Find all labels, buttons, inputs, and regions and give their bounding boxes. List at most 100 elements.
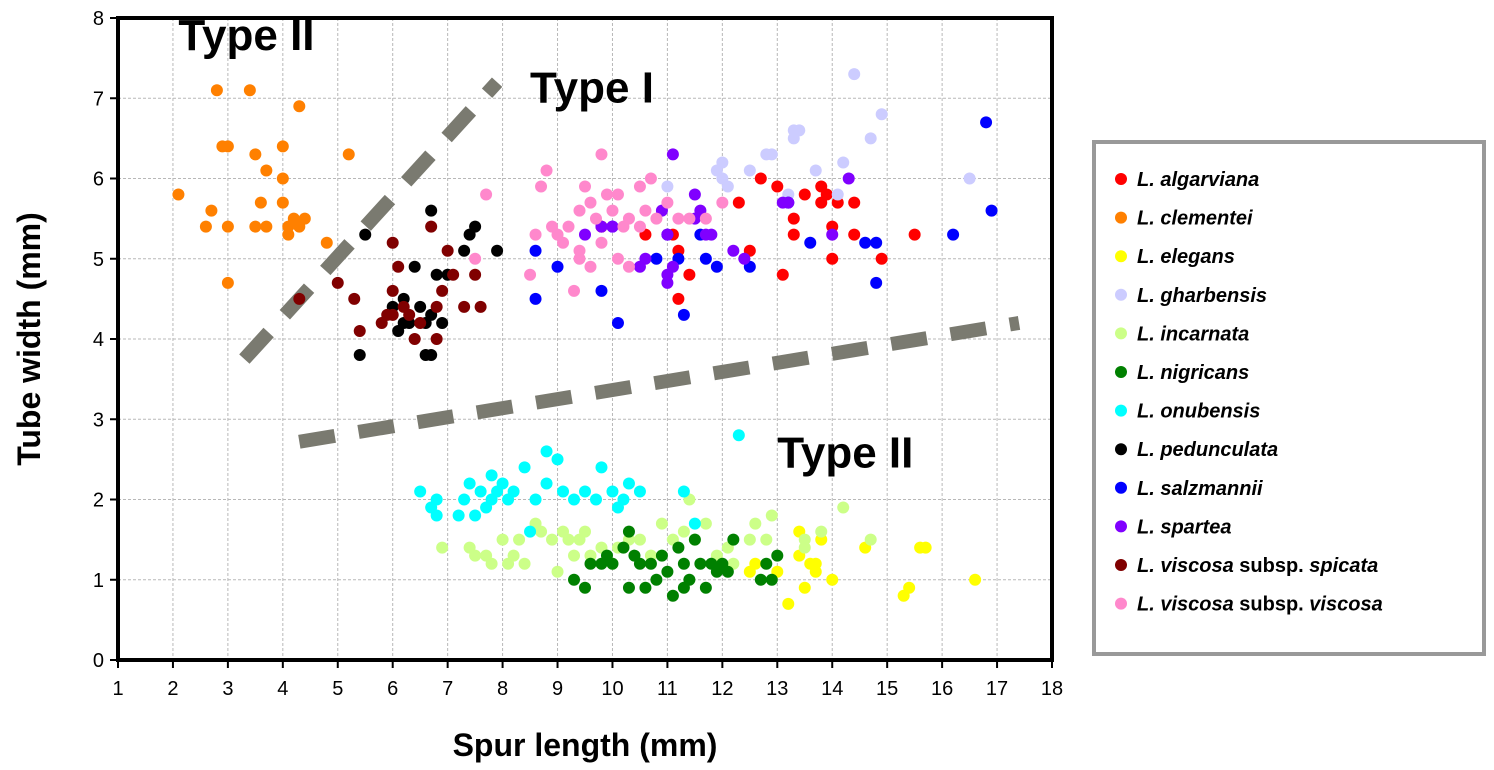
data-point: [661, 180, 674, 193]
x-tick-label: 1: [112, 678, 123, 700]
data-point: [826, 573, 839, 586]
data-point: [831, 188, 844, 201]
data-point: [749, 517, 762, 530]
data-point: [655, 549, 668, 562]
legend-label: L. pedunculata: [1137, 439, 1278, 461]
data-point: [622, 525, 635, 538]
data-point: [633, 557, 646, 570]
legend-marker: [1115, 404, 1127, 417]
data-point: [386, 236, 399, 249]
data-point: [754, 573, 767, 586]
data-point: [710, 260, 723, 273]
x-tick-label: 3: [222, 678, 233, 700]
data-point: [496, 533, 509, 546]
data-point: [469, 509, 482, 522]
data-point: [848, 68, 861, 81]
legend-label: L. clementei: [1137, 208, 1253, 230]
legend-marker: [1115, 481, 1127, 494]
legend-label-part: L. incarnata: [1137, 323, 1249, 345]
y-axis-ticks: 0 1 2 3 4 5 6 7 8: [93, 8, 118, 672]
y-axis-title: Tube width (mm): [11, 212, 47, 466]
data-point: [677, 308, 690, 321]
data-point: [535, 180, 548, 193]
data-point: [573, 204, 586, 217]
data-point: [721, 565, 734, 578]
x-tick-label: 10: [601, 678, 623, 700]
legend-marker: [1115, 366, 1127, 378]
legend-marker: [1115, 288, 1127, 301]
data-point: [458, 300, 471, 313]
legend-marker: [1115, 173, 1127, 185]
data-point: [963, 172, 976, 185]
data-point: [353, 349, 366, 362]
legend-label: L. incarnata: [1137, 323, 1249, 345]
data-point: [221, 220, 234, 233]
data-point: [826, 252, 839, 265]
series-1: [172, 84, 355, 289]
data-point: [903, 581, 916, 594]
data-point: [606, 557, 619, 570]
data-point: [276, 172, 289, 185]
data-point: [809, 557, 822, 570]
y-tick-label: 2: [93, 490, 104, 512]
data-point: [864, 533, 877, 546]
legend-marker: [1115, 559, 1127, 571]
data-point: [749, 557, 762, 570]
data-point: [298, 212, 311, 225]
data-point: [837, 501, 850, 514]
data-point: [793, 124, 806, 137]
data-point: [469, 549, 482, 562]
x-tick-label: 2: [167, 678, 178, 700]
legend-label: L. onubensis: [1137, 401, 1260, 423]
data-point: [276, 196, 289, 209]
legend-label: L. viscosa subsp. viscosa: [1137, 594, 1383, 616]
data-point: [908, 228, 921, 241]
data-point: [683, 268, 696, 281]
x-tick-label: 18: [1041, 678, 1063, 700]
data-point: [595, 236, 608, 249]
data-point: [985, 204, 998, 217]
data-point: [260, 164, 273, 177]
data-point: [589, 493, 602, 506]
data-point: [579, 525, 591, 538]
data-point: [672, 541, 685, 554]
data-point: [595, 148, 608, 161]
data-point: [848, 228, 861, 241]
x-tick-label: 12: [711, 678, 733, 700]
data-point: [469, 220, 482, 233]
y-tick-label: 1: [93, 570, 104, 592]
data-point: [716, 172, 729, 185]
data-point: [359, 228, 372, 241]
data-point: [677, 485, 690, 498]
legend: L. algarviana L. clementei L. elegans L. gh…: [1092, 140, 1486, 656]
data-point: [441, 244, 454, 257]
data-point: [639, 581, 652, 594]
legend-label-part: L. viscosa: [1137, 594, 1234, 616]
data-point: [414, 485, 427, 498]
data-point: [540, 477, 553, 490]
data-point: [716, 156, 729, 169]
data-point: [452, 509, 465, 522]
data-point: [430, 333, 443, 345]
data-point: [650, 212, 663, 225]
legend-label-part: L. pedunculata: [1137, 439, 1278, 461]
data-point: [666, 589, 679, 602]
data-point: [650, 252, 663, 265]
data-point: [760, 557, 773, 570]
data-point: [474, 485, 487, 498]
data-point: [606, 204, 619, 217]
x-tick-label: 11: [657, 678, 678, 700]
x-tick-label: 8: [497, 678, 508, 700]
x-tick-label: 9: [552, 678, 563, 700]
data-point: [754, 172, 767, 185]
data-point: [798, 188, 811, 201]
data-point: [661, 565, 674, 578]
data-point: [573, 244, 586, 257]
data-point: [600, 188, 613, 201]
data-point: [672, 292, 685, 305]
data-point: [617, 541, 630, 554]
data-point: [562, 533, 575, 546]
y-tick-label: 8: [93, 8, 104, 30]
data-point: [551, 453, 564, 466]
y-tick-label: 7: [93, 88, 104, 110]
